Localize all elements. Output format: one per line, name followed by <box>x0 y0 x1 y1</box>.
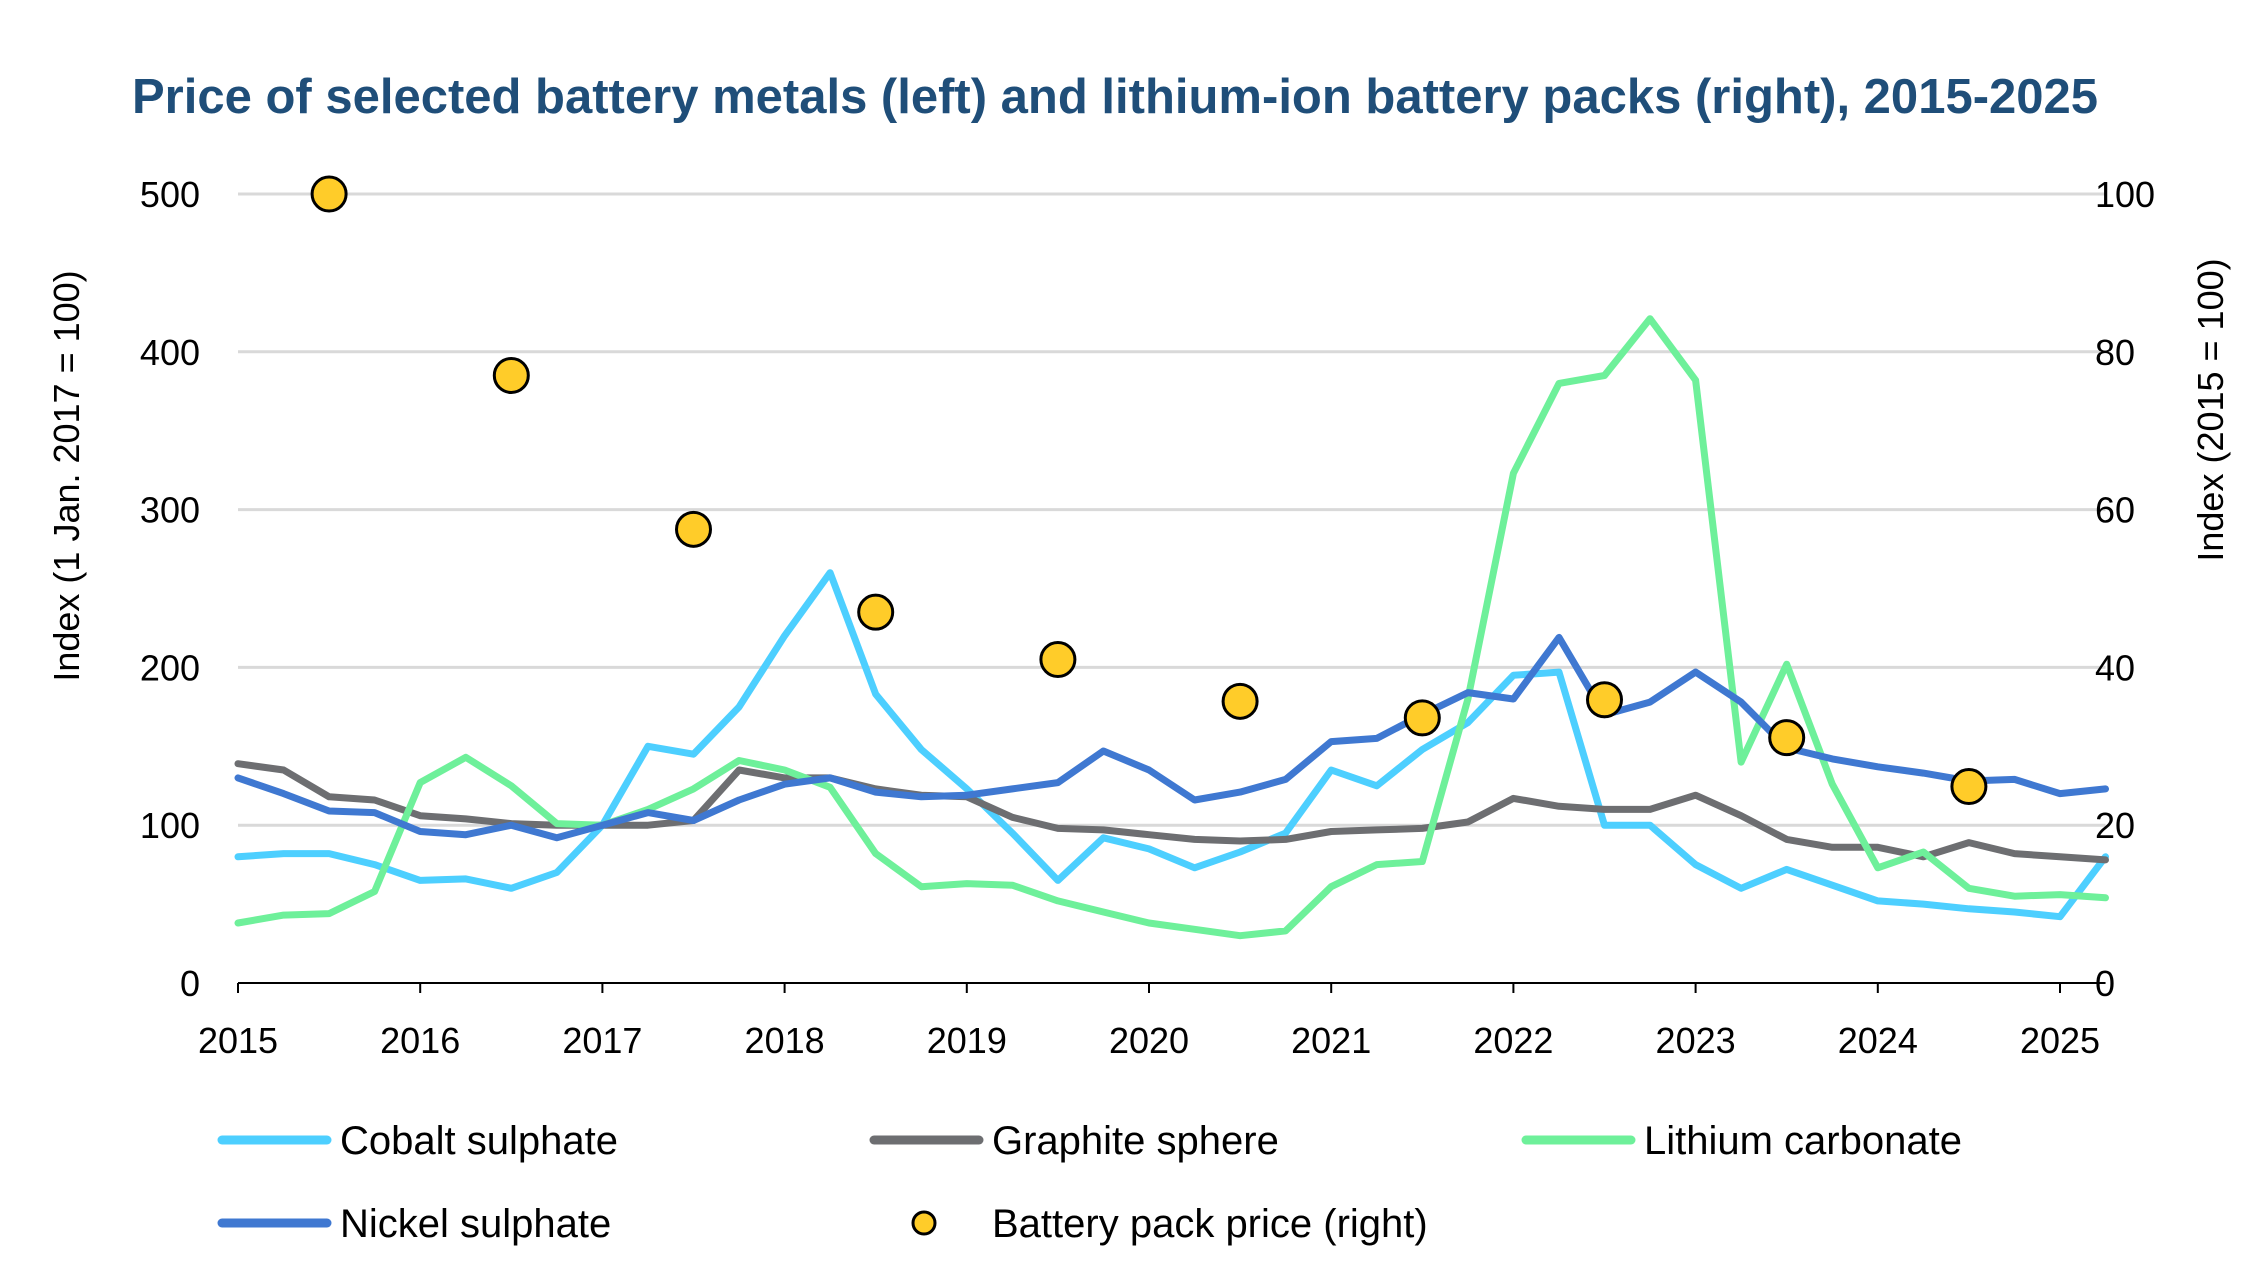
markers-layer <box>310 175 1988 806</box>
legend: Cobalt sulphate Graphite sphere Lithium ca… <box>217 1119 1962 1246</box>
y-right-tick-100: 100 <box>2095 174 2155 215</box>
legend-item-nickel-sulphate: Nickel sulphate <box>217 1202 611 1246</box>
axes <box>237 982 2106 993</box>
x-tick-2025: 2025 <box>2020 1020 2100 1061</box>
legend-label-nickel-sulphate: Nickel sulphate <box>340 1202 611 1246</box>
series-line-lithium-carbonate <box>234 315 2109 940</box>
y-left-tick-400: 400 <box>140 332 200 373</box>
y-right-tick-80: 80 <box>2095 332 2135 373</box>
legend-swatch-battery-pack-price-right <box>911 1210 937 1236</box>
legend-label-battery-pack-price-right: Battery pack price (right) <box>992 1202 1428 1246</box>
marker-battery-pack-price-right-2 <box>675 510 712 548</box>
marker-battery-pack-price-right-3 <box>857 593 895 631</box>
y-left-tick-0: 0 <box>180 963 200 1004</box>
x-tick-2021: 2021 <box>1291 1020 1371 1061</box>
x-tick-2019: 2019 <box>927 1020 1007 1061</box>
legend-label-cobalt-sulphate: Cobalt sulphate <box>340 1119 618 1163</box>
y-left-axis-label: Index (1 Jan. 2017 = 100) <box>46 270 87 681</box>
series-line-cobalt-sulphate <box>234 569 2109 921</box>
marker-battery-pack-price-right-8 <box>1768 719 1806 757</box>
x-tick-2023: 2023 <box>1656 1020 1736 1061</box>
legend-item-lithium-carbonate: Lithium carbonate <box>1521 1119 1962 1163</box>
marker-battery-pack-price-right-1 <box>492 356 530 394</box>
y-left-tick-500: 500 <box>140 174 200 215</box>
legend-label-graphite-sphere: Graphite sphere <box>992 1119 1279 1163</box>
gridlines <box>238 192 2106 827</box>
y-right-tick-20: 20 <box>2095 805 2135 846</box>
marker-battery-pack-price-right-4 <box>1039 641 1077 679</box>
x-tick-2016: 2016 <box>380 1020 460 1061</box>
marker-battery-pack-price-right-5 <box>1221 682 1259 720</box>
x-tick-2017: 2017 <box>562 1020 642 1061</box>
x-tick-2022: 2022 <box>1473 1020 1553 1061</box>
marker-battery-pack-price-right-7 <box>1586 681 1623 719</box>
series-line-graphite-sphere <box>234 760 2109 864</box>
y-right-tick-40: 40 <box>2095 647 2135 688</box>
marker-battery-pack-price-right-0 <box>310 175 348 213</box>
chart-title: Price of selected battery metals (left) … <box>132 70 2098 124</box>
legend-item-battery-pack-price-right: Battery pack price (right) <box>911 1202 1428 1246</box>
legend-item-cobalt-sulphate: Cobalt sulphate <box>217 1119 618 1163</box>
x-tick-2024: 2024 <box>1838 1020 1918 1061</box>
x-tick-2020: 2020 <box>1109 1020 1189 1061</box>
y-left-tick-labels: 0 100 200 300 400 500 <box>140 174 200 1004</box>
y-right-axis-label: Index (2015 = 100) <box>2190 258 2231 561</box>
legend-label-lithium-carbonate: Lithium carbonate <box>1644 1119 1962 1163</box>
y-left-tick-200: 200 <box>140 647 200 688</box>
y-left-tick-300: 300 <box>140 490 200 531</box>
y-right-tick-60: 60 <box>2095 490 2135 531</box>
y-right-tick-labels: 0 20 40 60 80 100 <box>2095 174 2155 1004</box>
x-tick-labels: 2015 2016 2017 2018 2019 2020 2021 2022 2023 2024… <box>198 1020 2100 1061</box>
x-tick-2018: 2018 <box>745 1020 825 1061</box>
legend-item-graphite-sphere: Graphite sphere <box>869 1119 1279 1163</box>
marker-battery-pack-price-right-6 <box>1403 699 1441 737</box>
y-right-tick-0: 0 <box>2095 963 2115 1004</box>
series-layer <box>234 315 2109 940</box>
marker-battery-pack-price-right-9 <box>1950 768 1988 806</box>
x-tick-2015: 2015 <box>198 1020 278 1061</box>
y-left-tick-100: 100 <box>140 805 200 846</box>
